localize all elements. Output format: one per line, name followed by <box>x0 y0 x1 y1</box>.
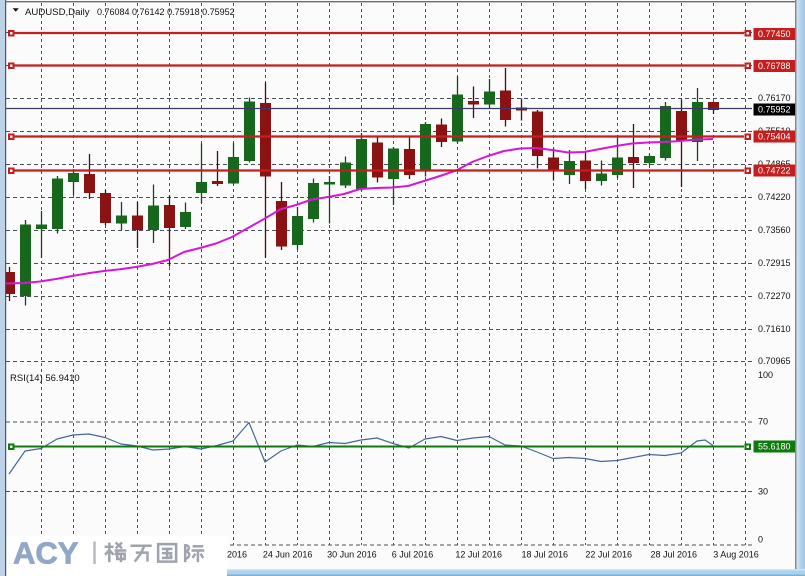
svg-text:30: 30 <box>758 487 768 497</box>
svg-text:28 Jul 2016: 28 Jul 2016 <box>651 550 698 560</box>
svg-text:0.75404: 0.75404 <box>758 132 791 142</box>
svg-text:0.70965: 0.70965 <box>758 356 791 366</box>
svg-text:0.76788: 0.76788 <box>758 61 791 71</box>
svg-text:0.71610: 0.71610 <box>758 324 791 334</box>
svg-text:24 Jun 2016: 24 Jun 2016 <box>263 550 313 560</box>
svg-text:6 Jul 2016: 6 Jul 2016 <box>392 550 434 560</box>
svg-text:0.75952: 0.75952 <box>758 105 791 115</box>
svg-text:18 Jul 2016: 18 Jul 2016 <box>522 550 569 560</box>
svg-text:22 Jul 2016: 22 Jul 2016 <box>585 550 632 560</box>
svg-text:RSI(14) 56.9410: RSI(14) 56.9410 <box>10 373 80 384</box>
svg-text:0.76084 0.76142 0.75918 0.7595: 0.76084 0.76142 0.75918 0.75952 <box>97 7 235 17</box>
svg-text:0.72270: 0.72270 <box>758 291 791 301</box>
svg-text:100: 100 <box>758 370 773 380</box>
svg-text:70: 70 <box>758 417 768 427</box>
svg-text:3 Aug 2016: 3 Aug 2016 <box>713 550 759 560</box>
svg-text:0.74865: 0.74865 <box>758 159 791 169</box>
svg-text:2016: 2016 <box>227 550 247 560</box>
svg-text:0.74220: 0.74220 <box>758 192 791 202</box>
svg-text:0.73560: 0.73560 <box>758 225 791 235</box>
svg-text:12 Jul 2016: 12 Jul 2016 <box>455 550 502 560</box>
svg-text:0.72915: 0.72915 <box>758 258 791 268</box>
svg-text:ACY: ACY <box>13 536 79 571</box>
svg-text:0: 0 <box>758 535 763 545</box>
svg-text:AUDUSD,Daily: AUDUSD,Daily <box>25 7 90 18</box>
svg-text:0.76170: 0.76170 <box>758 93 791 103</box>
svg-text:30 Jun 2016: 30 Jun 2016 <box>327 550 377 560</box>
svg-text:0.74722: 0.74722 <box>758 166 791 176</box>
svg-text:55.6180: 55.6180 <box>758 442 791 452</box>
svg-text:0.77450: 0.77450 <box>758 29 791 39</box>
